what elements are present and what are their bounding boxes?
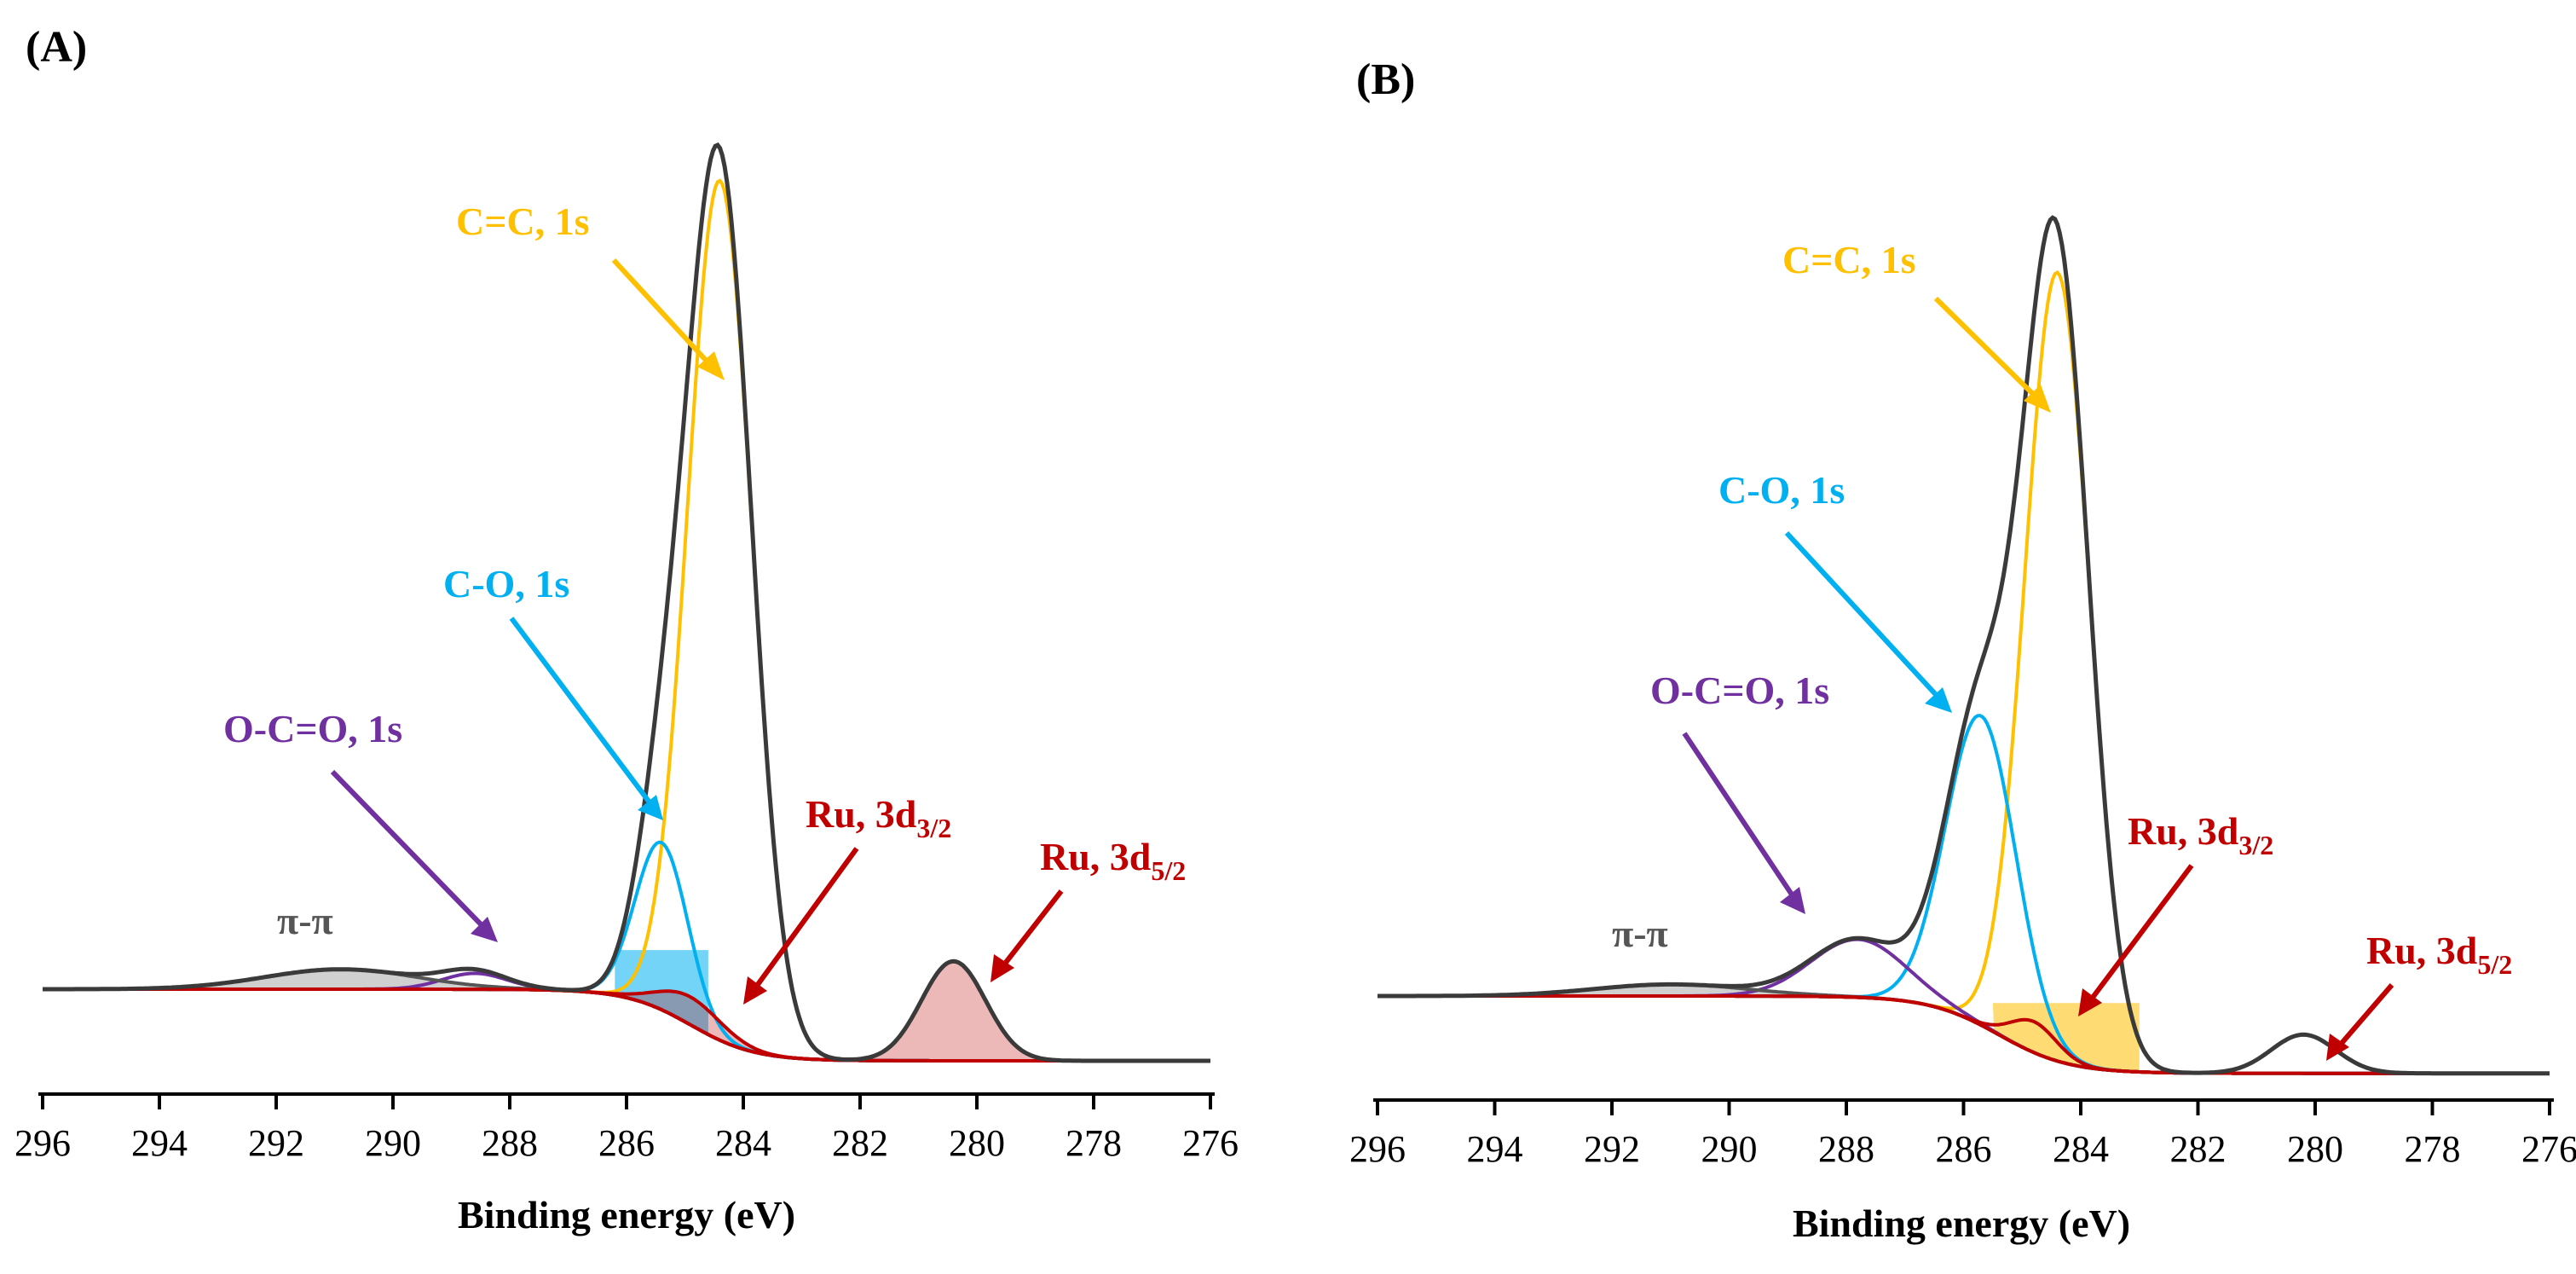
x-axis-title: Binding energy (eV) <box>1793 1202 2130 1245</box>
x-tick-label: 280 <box>949 1122 1005 1164</box>
x-tick-label: 284 <box>2053 1128 2109 1170</box>
x-tick-label: 292 <box>1584 1128 1640 1170</box>
annotation-oco: O-C=O, 1s <box>223 707 402 750</box>
peak-line-4 <box>43 987 1210 1063</box>
x-tick-label: 292 <box>248 1122 304 1164</box>
x-tick-label: 278 <box>1066 1122 1122 1164</box>
annotation-ru32: Ru, 3d3/2 <box>2128 809 2273 860</box>
peak-fill-3 <box>1378 984 2550 1074</box>
annotation-ru32: Ru, 3d3/2 <box>806 792 951 843</box>
x-tick-label: 280 <box>2287 1128 2343 1170</box>
peak-line-1 <box>1378 714 2550 1075</box>
arrowhead-co <box>1925 687 1952 713</box>
annotation-pipi: π-π <box>1612 912 1668 955</box>
annotation-ru52: Ru, 3d5/2 <box>2366 929 2512 980</box>
x-tick-label: 282 <box>2170 1128 2227 1170</box>
x-tick-label: 284 <box>715 1122 771 1164</box>
panel-label: (B) <box>1356 55 1415 104</box>
arrowhead-oco <box>471 917 498 942</box>
arrow-ru32 <box>2087 864 2194 1004</box>
arrowhead-ru32 <box>743 976 767 1005</box>
chart-panel-b: 296 294 292 290 288 286 284 282 280 278 276 Bindin… <box>1288 0 2576 1274</box>
arrow-co <box>509 617 655 808</box>
peak-fill-4 <box>43 989 1210 1061</box>
arrowhead-oco <box>1780 887 1805 914</box>
annotation-cc: C=C, 1s <box>456 200 590 243</box>
chart-a-svg: 296 294 292 290 288 286 284 282 280 278 276 Bindin… <box>14 23 1239 1236</box>
annotation-co: C-O, 1s <box>1718 468 1845 512</box>
x-axis-title: Binding energy (eV) <box>458 1193 795 1236</box>
peak-line-3 <box>1378 982 2550 1075</box>
x-tick-label: 286 <box>1936 1128 1992 1170</box>
x-tick-label: 286 <box>598 1122 655 1164</box>
x-tick-label: 290 <box>1701 1128 1758 1170</box>
arrow-cc <box>611 258 714 369</box>
x-tick-label: 276 <box>2521 1128 2576 1170</box>
arrow-oco <box>1682 732 1798 901</box>
x-tick-label: 276 <box>1182 1122 1239 1164</box>
annotation-oco: O-C=O, 1s <box>1650 669 1829 712</box>
x-tick-label: 282 <box>832 1122 888 1164</box>
annotation-ru52: Ru, 3d5/2 <box>1040 835 1186 886</box>
envelope-line <box>1378 215 2550 1076</box>
x-tick-label: 278 <box>2405 1128 2461 1170</box>
chart-panel-a: 296 294 292 290 288 286 284 282 280 278 276 Bindin… <box>14 23 1239 1236</box>
arrow-ru52 <box>2336 983 2394 1049</box>
panel-label: (A) <box>26 23 87 72</box>
chart-b-svg: 296 294 292 290 288 286 284 282 280 278 276 Bindin… <box>1349 55 2576 1245</box>
arrowhead-cc <box>697 351 725 380</box>
annotation-cc: C=C, 1s <box>1782 238 1916 281</box>
arrow-cc <box>1933 296 2041 402</box>
annotation-co: C-O, 1s <box>443 562 569 605</box>
peak-fill-5 <box>43 961 1210 1061</box>
x-tick-label: 294 <box>131 1122 188 1164</box>
arrow-ru32 <box>752 847 859 991</box>
arrowhead-cc <box>2024 385 2051 413</box>
arrow-co <box>1784 530 1943 702</box>
x-tick-label: 296 <box>14 1122 71 1164</box>
x-tick-label: 294 <box>1467 1128 1523 1170</box>
arrowhead-ru52 <box>991 954 1014 982</box>
band-fill-0 <box>1992 1003 2140 1072</box>
arrowhead-co <box>638 795 663 820</box>
arrow-ru52 <box>999 889 1064 970</box>
arrowhead-ru32 <box>2078 988 2102 1016</box>
envelope-line <box>43 142 1210 1063</box>
x-tick-label: 296 <box>1349 1128 1406 1170</box>
background-line <box>43 987 1210 1063</box>
x-tick-label: 288 <box>482 1122 538 1164</box>
arrow-oco <box>330 769 488 932</box>
x-tick-label: 288 <box>1818 1128 1874 1170</box>
annotation-pipi: π-π <box>277 899 333 942</box>
arrowhead-ru52 <box>2326 1034 2349 1061</box>
x-tick-label: 290 <box>365 1122 421 1164</box>
